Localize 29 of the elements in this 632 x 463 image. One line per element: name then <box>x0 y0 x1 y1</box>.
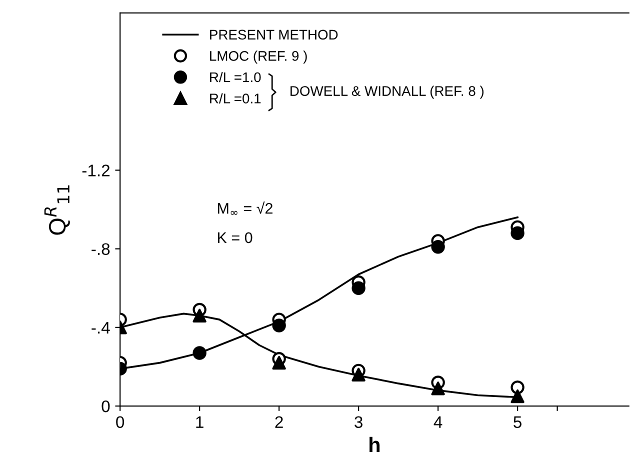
y-tick-label: -1.2 <box>82 164 110 176</box>
point <box>431 382 445 396</box>
point <box>352 281 366 295</box>
annotation: K = 0 <box>218 232 252 244</box>
point <box>510 226 524 240</box>
x-tick-label: 1 <box>196 416 204 428</box>
point <box>352 368 366 382</box>
y-tick-label: -.8 <box>92 243 110 256</box>
point <box>510 389 524 404</box>
x-tick-label: 3 <box>354 416 362 428</box>
annotation: M$_{∞}$ = √2 <box>218 202 272 215</box>
point <box>272 356 286 370</box>
legend-label: LMOC (REF. 9 ) <box>210 50 307 64</box>
x-tick-label: 5 <box>514 416 522 428</box>
point <box>272 318 286 332</box>
y-axis-title: Q$^{R}$$_{11}$ <box>44 185 70 235</box>
legend-label: R/L =0.1 <box>210 93 261 104</box>
x-axis-title: h <box>370 436 380 452</box>
y-tick-label: 0 <box>102 400 110 412</box>
x-tick-label: 4 <box>434 416 442 428</box>
point <box>192 346 206 360</box>
legend-label: PRESENT METHOD <box>210 30 338 40</box>
annotation: DOWELL & WIDNALL (REF. 8 ) <box>290 86 484 99</box>
x-tick-label: 2 <box>275 416 283 428</box>
point <box>192 308 206 322</box>
legend-label: R/L =1.0 <box>210 72 261 82</box>
y-tick-label: -.4 <box>92 322 110 334</box>
x-tick-label: 0 <box>116 416 124 428</box>
point <box>431 240 445 254</box>
